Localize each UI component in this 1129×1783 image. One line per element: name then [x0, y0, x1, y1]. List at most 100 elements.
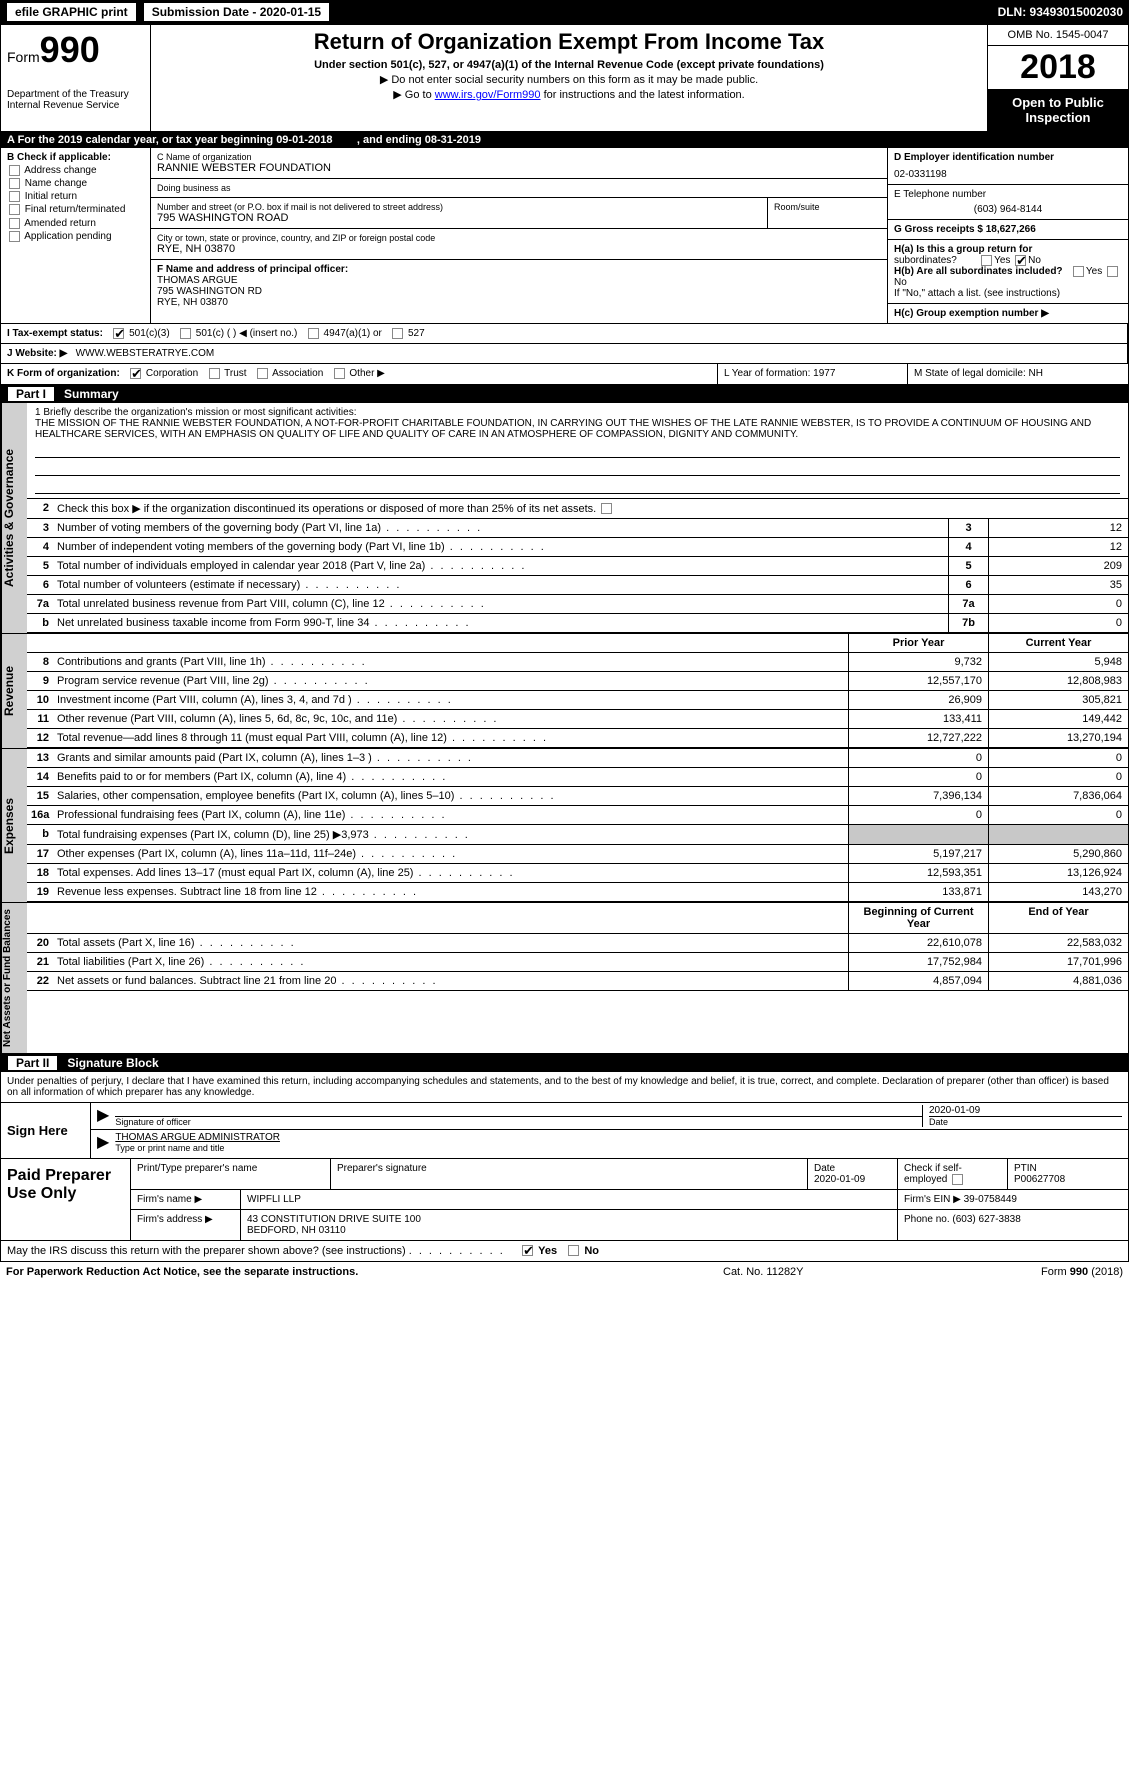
data-row: 15Salaries, other compensation, employee…: [27, 787, 1128, 806]
data-row: 19Revenue less expenses. Subtract line 1…: [27, 883, 1128, 902]
data-row: 20Total assets (Part X, line 16)22,610,0…: [27, 934, 1128, 953]
ein-label: D Employer identification number: [894, 152, 1122, 163]
org-name: RANNIE WEBSTER FOUNDATION: [157, 162, 881, 174]
vtab-expenses: Expenses: [1, 749, 27, 902]
org-name-label: C Name of organization: [157, 152, 881, 162]
sig-date: 2020-01-09: [929, 1105, 1122, 1116]
data-row: 8Contributions and grants (Part VIII, li…: [27, 653, 1128, 672]
chk-initial-return[interactable]: [9, 191, 20, 202]
chk-address-change[interactable]: [9, 165, 20, 176]
city-label: City or town, state or province, country…: [157, 233, 881, 243]
chk-other[interactable]: [334, 368, 345, 379]
tel-label: E Telephone number: [894, 189, 1122, 200]
part2-header: Part IISignature Block: [0, 1054, 1129, 1072]
hb-note: If "No," attach a list. (see instruction…: [894, 288, 1122, 299]
officer-print-name: THOMAS ARGUE ADMINISTRATOR: [115, 1132, 1122, 1143]
col-b-checkboxes: B Check if applicable: Address change Na…: [1, 148, 151, 323]
firm-phone: (603) 627-3838: [952, 1214, 1020, 1225]
prep-self-emp: Check if self-employed: [898, 1159, 1008, 1189]
dln: DLN: 93493015002030: [998, 5, 1123, 19]
firm-ein: 39-0758449: [964, 1194, 1017, 1205]
data-row: 14Benefits paid to or for members (Part …: [27, 768, 1128, 787]
sig-arrow2-icon: ▶: [97, 1132, 109, 1153]
mission-text: THE MISSION OF THE RANNIE WEBSTER FOUNDA…: [35, 418, 1120, 440]
chk-amended[interactable]: [9, 218, 20, 229]
tax-exempt-status: I Tax-exempt status: 501(c)(3) 501(c) ( …: [1, 324, 1128, 343]
chk-ha-yes[interactable]: [981, 255, 992, 266]
vtab-revenue: Revenue: [1, 634, 27, 748]
tax-year: 2018: [988, 46, 1128, 89]
gross-receipts: G Gross receipts $ 18,627,266: [894, 224, 1122, 235]
city-state-zip: RYE, NH 03870: [157, 243, 881, 255]
row-line2: 2 Check this box ▶ if the organization d…: [27, 499, 1128, 519]
data-row: bTotal fundraising expenses (Part IX, co…: [27, 825, 1128, 845]
hb-label: H(b) Are all subordinates included?: [894, 266, 1063, 277]
officer-addr2: RYE, NH 03870: [157, 297, 881, 308]
chk-assoc[interactable]: [257, 368, 268, 379]
data-row: 18Total expenses. Add lines 13–17 (must …: [27, 864, 1128, 883]
omb-number: OMB No. 1545-0047: [988, 25, 1128, 46]
chk-discuss-yes[interactable]: [522, 1245, 533, 1256]
officer-print-label: Type or print name and title: [115, 1143, 1122, 1153]
chk-527[interactable]: [392, 328, 403, 339]
data-row: 17Other expenses (Part IX, column (A), l…: [27, 845, 1128, 864]
website-value: WWW.WEBSTERATRYE.COM: [76, 348, 215, 359]
chk-hb-yes[interactable]: [1073, 266, 1084, 277]
data-row: 16aProfessional fundraising fees (Part I…: [27, 806, 1128, 825]
net-header: Beginning of Current Year End of Year: [27, 903, 1128, 934]
prep-date-label: Date: [814, 1163, 835, 1174]
chk-4947[interactable]: [308, 328, 319, 339]
note-ssn: ▶ Do not enter social security numbers o…: [161, 73, 977, 86]
chk-501c3[interactable]: [113, 328, 124, 339]
discuss-row: May the IRS discuss this return with the…: [1, 1240, 1128, 1261]
chk-ha-no[interactable]: [1015, 255, 1026, 266]
form-footer: Form 990 (2018): [923, 1266, 1123, 1278]
chk-discontinued[interactable]: [601, 503, 612, 514]
form-subtitle: Under section 501(c), 527, or 4947(a)(1)…: [161, 59, 977, 71]
firm-name-label: Firm's name ▶: [131, 1190, 241, 1209]
irs-link[interactable]: www.irs.gov/Form990: [435, 89, 541, 101]
gov-row: 4Number of independent voting members of…: [27, 538, 1128, 557]
paperwork-notice: For Paperwork Reduction Act Notice, see …: [6, 1266, 723, 1278]
ptin-label: PTIN: [1014, 1163, 1037, 1174]
gov-row: 6Total number of volunteers (estimate if…: [27, 576, 1128, 595]
mission-block: 1 Briefly describe the organization's mi…: [27, 403, 1128, 499]
data-row: 22Net assets or fund balances. Subtract …: [27, 972, 1128, 991]
chk-hb-no[interactable]: [1107, 266, 1118, 277]
chk-self-employed[interactable]: [952, 1174, 963, 1185]
ein-value: 02-0331198: [894, 169, 1122, 180]
data-row: 10Investment income (Part VIII, column (…: [27, 691, 1128, 710]
chk-name-change[interactable]: [9, 178, 20, 189]
dept-treasury: Department of the Treasury Internal Reve…: [7, 89, 144, 111]
gov-row: bNet unrelated business taxable income f…: [27, 614, 1128, 633]
form-990-header: Form990 Department of the Treasury Inter…: [0, 24, 1129, 385]
open-to-public: Open to Public Inspection: [988, 89, 1128, 131]
chk-501c[interactable]: [180, 328, 191, 339]
room-suite-label: Room/suite: [774, 202, 881, 212]
firm-name: WIPFLI LLP: [241, 1190, 898, 1209]
gov-row: 3Number of voting members of the governi…: [27, 519, 1128, 538]
sign-here-label: Sign Here: [1, 1103, 91, 1158]
chk-final-return[interactable]: [9, 204, 20, 215]
ptin-value: P00627708: [1014, 1174, 1065, 1185]
prep-date: 2020-01-09: [814, 1174, 865, 1185]
submission-date: Submission Date - 2020-01-15: [143, 2, 330, 22]
form-title: Return of Organization Exempt From Incom…: [161, 29, 977, 55]
firm-address: 43 CONSTITUTION DRIVE SUITE 100 BEDFORD,…: [241, 1210, 898, 1240]
hc-label: H(c) Group exemption number ▶: [894, 308, 1049, 319]
chk-trust[interactable]: [209, 368, 220, 379]
calendar-year-row: A For the 2019 calendar year, or tax yea…: [1, 132, 1128, 148]
firm-addr-label: Firm's address ▶: [131, 1210, 241, 1240]
rev-header: Prior Year Current Year: [27, 634, 1128, 653]
chk-corp[interactable]: [130, 368, 141, 379]
chk-app-pending[interactable]: [9, 231, 20, 242]
chk-discuss-no[interactable]: [568, 1245, 579, 1256]
footer: For Paperwork Reduction Act Notice, see …: [0, 1262, 1129, 1282]
telephone: (603) 964-8144: [894, 204, 1122, 215]
website-row: J Website: ▶ WWW.WEBSTERATRYE.COM: [1, 344, 1128, 363]
efile-label: efile GRAPHIC print: [6, 2, 137, 22]
sig-arrow-icon: ▶: [97, 1105, 109, 1127]
officer-label: F Name and address of principal officer:: [157, 264, 881, 275]
street-address: 795 WASHINGTON ROAD: [157, 212, 761, 224]
sig-officer-label: Signature of officer: [115, 1116, 922, 1127]
